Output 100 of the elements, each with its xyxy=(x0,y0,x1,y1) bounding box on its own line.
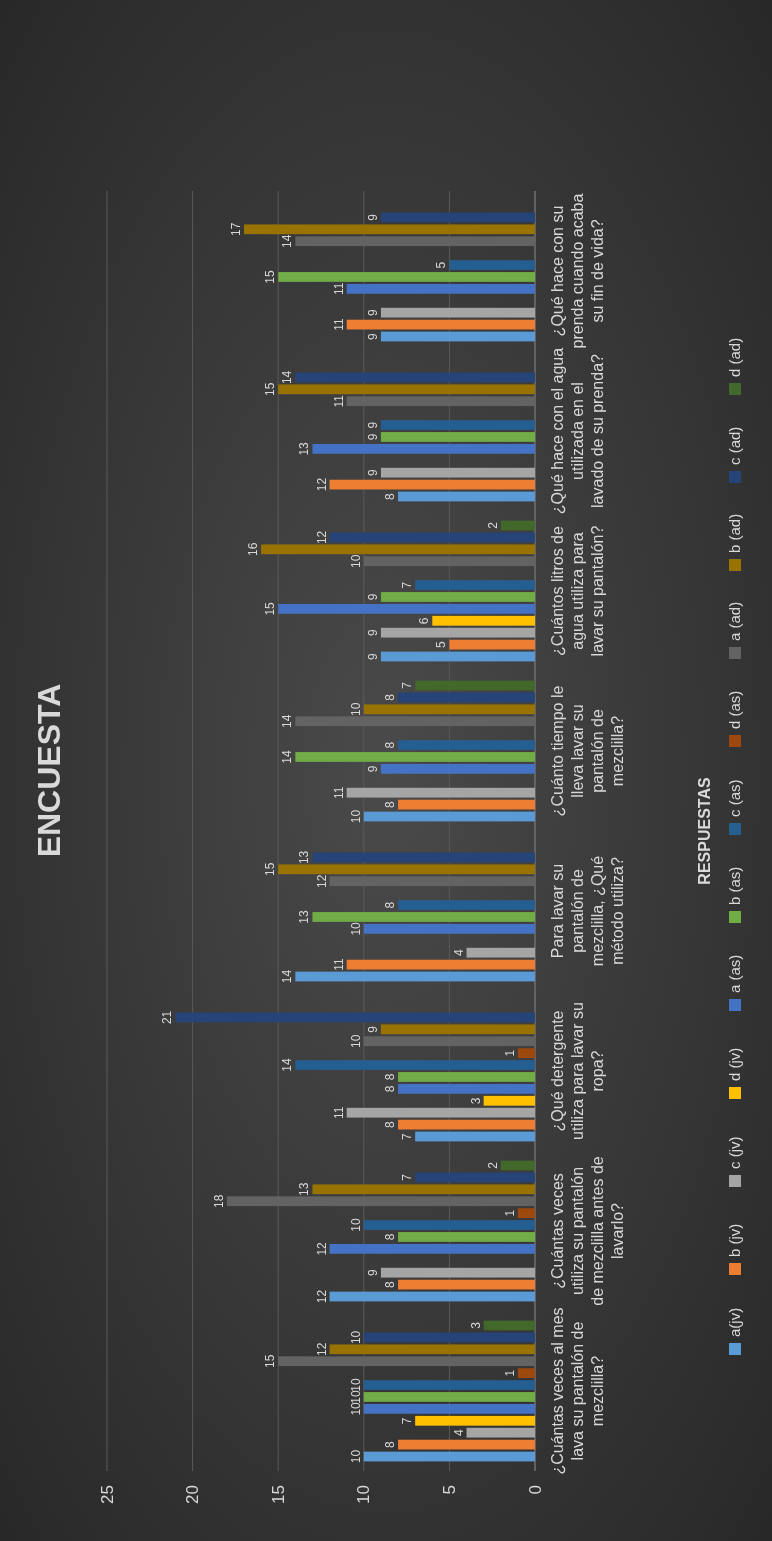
data-label: 13 xyxy=(297,909,312,924)
data-label: 9 xyxy=(365,652,380,660)
data-label: 8 xyxy=(383,901,398,909)
data-label: 1 xyxy=(502,1369,517,1377)
bar xyxy=(363,1220,535,1230)
data-label: 18 xyxy=(211,1194,226,1208)
text: a(jv) xyxy=(726,1307,743,1337)
bar xyxy=(415,1131,535,1142)
bar xyxy=(398,900,535,910)
y-tick-label: ¿Cuántas veces al mes lava su pantalón de mezclilla? xyxy=(549,1307,606,1475)
data-label: 8 xyxy=(383,1085,398,1093)
data-label: 10 xyxy=(348,921,363,936)
text: c (ad) xyxy=(726,426,743,465)
data-label: 8 xyxy=(383,1233,398,1241)
bar xyxy=(346,283,535,294)
data-label: 7 xyxy=(400,1132,415,1140)
data-label: 15 xyxy=(263,382,278,396)
data-label: 12 xyxy=(314,1241,329,1256)
bar xyxy=(380,212,535,223)
bar xyxy=(243,224,535,235)
bar xyxy=(295,752,535,762)
bar xyxy=(278,864,535,875)
data-label: 13 xyxy=(297,441,312,456)
text: b (jv) xyxy=(726,1223,743,1257)
x-tick-label: 10 xyxy=(354,1485,374,1504)
data-label: 11 xyxy=(331,786,346,799)
data-label: 10 xyxy=(348,1378,363,1392)
bar xyxy=(295,372,535,383)
bar xyxy=(329,479,535,490)
bar xyxy=(329,1243,535,1254)
bar xyxy=(363,704,535,715)
text: c (as) xyxy=(726,779,743,817)
bar xyxy=(346,319,535,330)
bar xyxy=(449,639,535,650)
data-label: 1 xyxy=(502,1209,517,1217)
data-label: 14 xyxy=(280,370,295,385)
data-label: 10 xyxy=(348,1218,363,1232)
bar xyxy=(380,763,535,774)
bar xyxy=(500,520,535,531)
text: a (as) xyxy=(726,954,743,993)
x-tick-label: 0 xyxy=(525,1485,545,1495)
data-label: 12 xyxy=(314,477,329,492)
bar xyxy=(329,1344,535,1355)
bar xyxy=(415,1172,535,1183)
x-tick-label: 5 xyxy=(439,1485,459,1495)
data-label: 14 xyxy=(280,1058,295,1072)
data-label: 15 xyxy=(263,601,278,616)
bar xyxy=(312,1184,535,1195)
bar xyxy=(312,852,535,863)
text: c (jv) xyxy=(726,1136,743,1169)
bar xyxy=(346,1107,535,1118)
data-label: 13 xyxy=(297,850,312,865)
data-label: 15 xyxy=(263,1354,278,1368)
data-label: 14 xyxy=(280,234,295,248)
data-label: 8 xyxy=(383,492,398,500)
bar xyxy=(398,740,535,750)
text: b (ad) xyxy=(726,513,743,553)
data-label: 8 xyxy=(383,1280,398,1288)
bar xyxy=(380,651,535,662)
data-label: 9 xyxy=(365,433,380,441)
data-label: 14 xyxy=(280,749,295,764)
bar xyxy=(346,787,535,798)
data-label: 9 xyxy=(365,765,380,773)
y-tick-label: Para lavar su pantalón de mezclilla, ¿Qué método utiliza? xyxy=(549,855,626,967)
data-label: 5 xyxy=(434,640,449,648)
bar xyxy=(398,491,535,502)
x-tick-label: 20 xyxy=(183,1485,203,1504)
bar xyxy=(380,467,535,478)
bar xyxy=(363,811,535,822)
data-label: 8 xyxy=(383,1440,398,1448)
data-label: 7 xyxy=(400,1417,415,1425)
data-label: 11 xyxy=(331,1106,346,1119)
bar xyxy=(363,1332,535,1343)
data-label: 15 xyxy=(263,862,278,876)
bar xyxy=(483,1320,535,1331)
data-label: 9 xyxy=(365,593,380,601)
bar xyxy=(363,1392,535,1402)
data-label: 2 xyxy=(485,1161,500,1169)
bar xyxy=(500,1160,535,1171)
data-label: 10 xyxy=(348,1401,363,1416)
data-label: 7 xyxy=(400,1173,415,1181)
y-tick-label: ¿Cuántos litros de agua utiliza para lavar su pantalón? xyxy=(549,525,606,657)
y-tick-label: ¿Qué hace con el agua utilizada en el lavado de su prenda? xyxy=(549,347,606,515)
data-label: 10 xyxy=(348,554,363,568)
data-label: 21 xyxy=(160,1010,175,1025)
bar xyxy=(380,420,535,430)
bar xyxy=(380,592,535,602)
bar xyxy=(415,580,535,590)
bar xyxy=(415,680,535,691)
data-label: 12 xyxy=(314,1342,329,1356)
data-label: 7 xyxy=(400,681,415,689)
data-label: 10 xyxy=(348,1449,363,1464)
data-label: 4 xyxy=(451,1429,466,1437)
bar xyxy=(363,923,535,934)
data-label: 3 xyxy=(468,1321,483,1329)
bar xyxy=(363,1451,535,1462)
data-label: 17 xyxy=(228,222,243,236)
y-tick-label: ¿Qué hace con su prenda cuando acaba su fin de vida? xyxy=(549,193,606,349)
y-axis-title: RESPUESTAS xyxy=(696,777,713,885)
data-label: 8 xyxy=(383,693,398,701)
